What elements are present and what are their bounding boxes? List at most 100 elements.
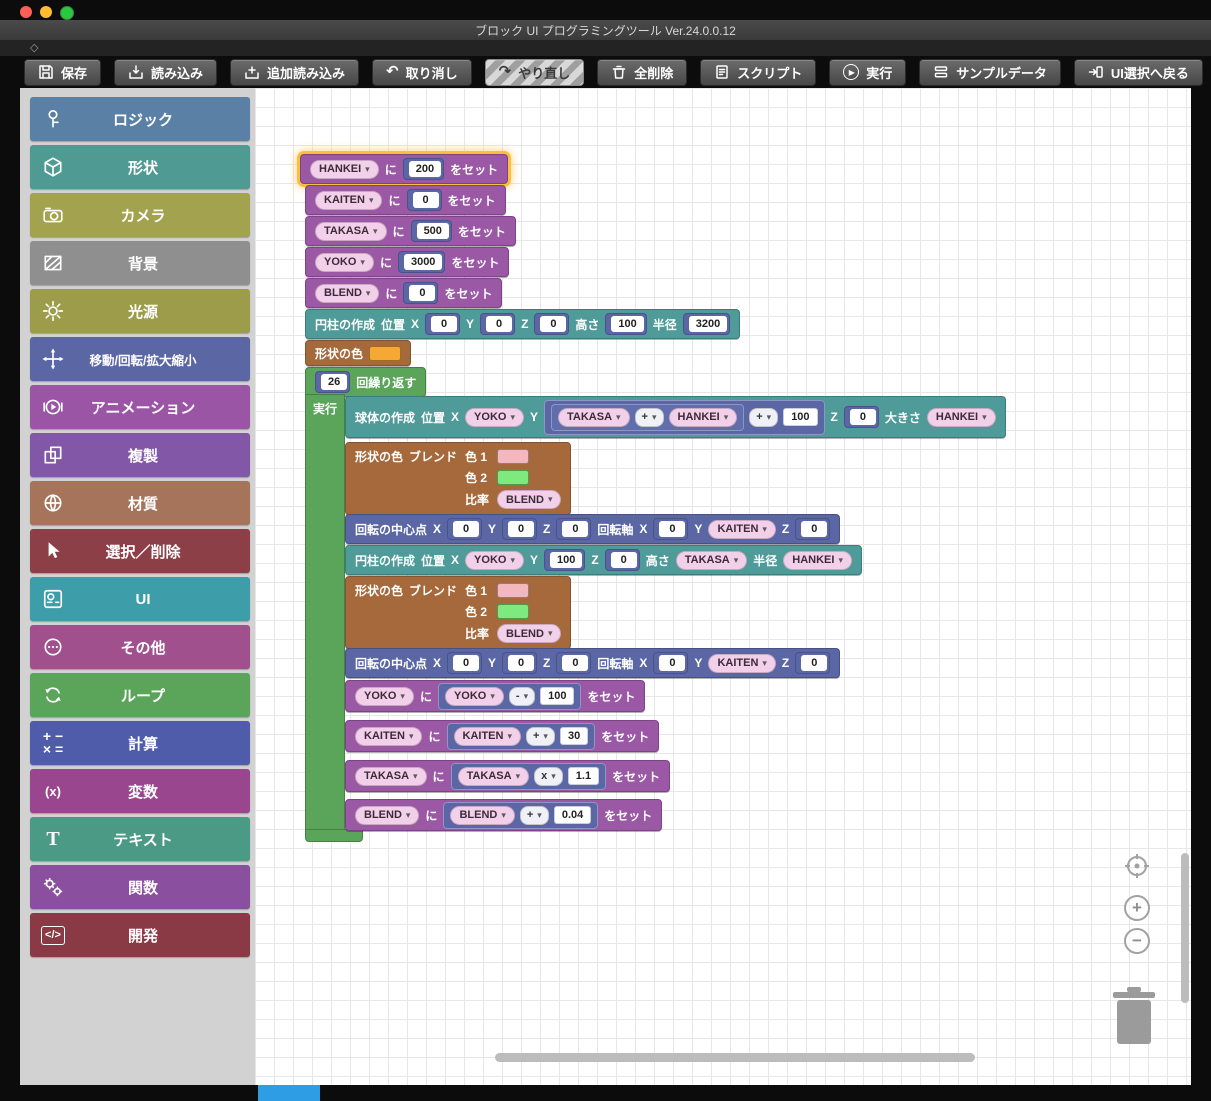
repeat-count-input[interactable]: 26 [315, 371, 351, 393]
save-button[interactable]: 保存 [24, 58, 102, 86]
operator-dropdown[interactable]: x [534, 766, 563, 786]
block-set-blend[interactable]: BLEND に 0 をセット [305, 278, 503, 308]
variable-dropdown[interactable]: TAKASA [457, 766, 530, 786]
variable-dropdown[interactable]: KAITEN [453, 726, 521, 746]
operator-dropdown[interactable]: + [749, 407, 779, 427]
sidebar-item-light[interactable]: 光源 [30, 289, 250, 333]
sidebar-item-text[interactable]: T テキスト [30, 817, 250, 861]
number-input[interactable]: 200 [402, 158, 445, 180]
operator-dropdown[interactable]: + [519, 805, 549, 825]
number-input[interactable]: 0 [604, 549, 640, 571]
sidebar-item-variables[interactable]: (x) 変数 [30, 769, 250, 813]
variable-dropdown[interactable]: TAKASA [675, 550, 748, 570]
sidebar-item-camera[interactable]: カメラ [30, 193, 250, 237]
math-expression-block[interactable]: TAKASA x 1.1 [450, 762, 607, 790]
number-input[interactable]: 0 [480, 313, 516, 335]
variable-dropdown[interactable]: TAKASA [355, 766, 427, 786]
number-input[interactable]: 3000 [397, 251, 446, 273]
block-repeat-footer[interactable] [305, 829, 363, 842]
number-input[interactable]: 100 [605, 313, 647, 335]
variable-dropdown[interactable]: HANKEI [926, 407, 996, 427]
number-input[interactable]: 0 [653, 518, 689, 540]
sidebar-item-development[interactable]: </> 開発 [30, 913, 250, 957]
number-input[interactable]: 30 [559, 727, 589, 745]
sidebar-item-background[interactable]: 背景 [30, 241, 250, 285]
sample-data-button[interactable]: サンプルデータ [919, 58, 1061, 86]
variable-dropdown[interactable]: YOKO [465, 550, 524, 570]
block-create-sphere[interactable]: 球体の作成 位置 X YOKO Y TAKASA + HANKEI + 100 … [345, 396, 1006, 438]
operator-dropdown[interactable]: - [508, 686, 536, 706]
sidebar-item-logic[interactable]: ロジック [30, 97, 250, 141]
variable-dropdown[interactable]: TAKASA [315, 221, 387, 241]
variable-dropdown[interactable]: KAITEN [708, 653, 776, 673]
block-set-kaiten[interactable]: KAITEN に 0 をセット [305, 185, 506, 215]
math-expression-block[interactable]: TAKASA + HANKEI + 100 [544, 399, 825, 435]
sidebar-item-functions[interactable]: 関数 [30, 865, 250, 909]
number-input[interactable]: 0.04 [553, 806, 592, 824]
variable-dropdown[interactable]: KAITEN [355, 726, 423, 746]
back-to-ui-select-button[interactable]: UI選択へ戻る [1073, 58, 1203, 86]
delete-all-button[interactable]: 全削除 [597, 58, 688, 86]
number-input[interactable]: 500 [410, 220, 452, 242]
block-set-yoko[interactable]: YOKO に 3000 をセット [305, 247, 510, 277]
variable-dropdown[interactable]: YOKO [465, 407, 524, 427]
close-window-button[interactable] [20, 6, 32, 18]
block-update-yoko[interactable]: YOKO に YOKO - 100 をセット [345, 680, 646, 712]
operator-dropdown[interactable]: + [634, 407, 664, 427]
number-input[interactable]: 0 [653, 652, 689, 674]
color-swatch[interactable] [497, 604, 530, 619]
block-create-cylinder[interactable]: 円柱の作成 位置 X YOKO Y 100 Z 0 高さ TAKASA 半径 H… [345, 545, 862, 575]
number-input[interactable]: 100 [783, 408, 818, 426]
block-repeat-header[interactable]: 26 回繰り返す [305, 367, 427, 397]
run-button[interactable]: ▶ 実行 [829, 58, 907, 86]
zoom-out-button[interactable]: − [1124, 928, 1150, 954]
variable-dropdown[interactable]: BLEND [497, 490, 562, 509]
sidebar-item-material[interactable]: 材質 [30, 481, 250, 525]
block-update-takasa[interactable]: TAKASA に TAKASA x 1.1 をセット [345, 760, 671, 792]
number-input[interactable]: 0 [502, 518, 538, 540]
math-expression-block[interactable]: TAKASA + HANKEI [551, 403, 745, 431]
number-input[interactable]: 0 [795, 652, 831, 674]
number-input[interactable]: 100 [544, 549, 586, 571]
number-input[interactable]: 0 [403, 282, 439, 304]
number-input[interactable]: 0 [534, 313, 570, 335]
sidebar-item-ui[interactable]: UI [30, 577, 250, 621]
number-input[interactable]: 100 [540, 687, 575, 705]
block-create-cylinder[interactable]: 円柱の作成 位置 X 0 Y 0 Z 0 高さ 100 半径 3200 [305, 309, 741, 339]
minimize-window-button[interactable] [40, 6, 52, 18]
block-rotation-center[interactable]: 回転の中心点 X 0 Y 0 Z 0 回転軸 X 0 Y KAITEN Z 0 [345, 514, 841, 544]
variable-dropdown[interactable]: BLEND [355, 805, 420, 825]
sidebar-item-duplicate[interactable]: 複製 [30, 433, 250, 477]
maximize-window-button[interactable] [60, 6, 74, 20]
block-rotation-center[interactable]: 回転の中心点 X 0 Y 0 Z 0 回転軸 X 0 Y KAITEN Z 0 [345, 648, 841, 678]
operator-dropdown[interactable]: + [525, 726, 555, 746]
color-swatch[interactable] [497, 449, 530, 464]
block-shape-color-blend[interactable]: 形状の色 ブレンド 色 1 色 2 比率 BLEND [345, 442, 572, 515]
sidebar-item-shape[interactable]: 形状 [30, 145, 250, 189]
number-input[interactable]: 0 [425, 313, 461, 335]
trash-can[interactable] [1107, 986, 1161, 1053]
color-swatch[interactable] [497, 470, 530, 485]
block-shape-color[interactable]: 形状の色 [305, 340, 412, 366]
vertical-scrollbar[interactable] [1181, 853, 1189, 1003]
variable-dropdown[interactable]: KAITEN [315, 190, 383, 210]
load-button[interactable]: 読み込み [114, 58, 218, 86]
block-repeat-spine[interactable] [305, 394, 345, 830]
variable-dropdown[interactable]: YOKO [444, 686, 504, 706]
math-expression-block[interactable]: YOKO - 100 [437, 682, 582, 710]
color-swatch[interactable] [369, 345, 402, 361]
variable-dropdown[interactable]: BLEND [450, 805, 515, 825]
block-set-hankei[interactable]: HANKEI に 200 をセット [300, 154, 509, 184]
sidebar-item-calc[interactable]: + − × = 計算 [30, 721, 250, 765]
number-input[interactable]: 0 [447, 652, 483, 674]
variable-dropdown[interactable]: YOKO [315, 252, 374, 272]
number-input[interactable]: 0 [447, 518, 483, 540]
block-set-takasa[interactable]: TAKASA に 500 をセット [305, 216, 516, 246]
number-input[interactable]: 1.1 [567, 767, 600, 785]
variable-dropdown[interactable]: HANKEI [783, 550, 852, 570]
script-button[interactable]: スクリプト [700, 58, 817, 86]
number-input[interactable]: 0 [502, 652, 538, 674]
variable-dropdown[interactable]: TAKASA [558, 407, 630, 427]
recenter-button[interactable] [1124, 853, 1150, 879]
number-input[interactable]: 0 [556, 518, 592, 540]
